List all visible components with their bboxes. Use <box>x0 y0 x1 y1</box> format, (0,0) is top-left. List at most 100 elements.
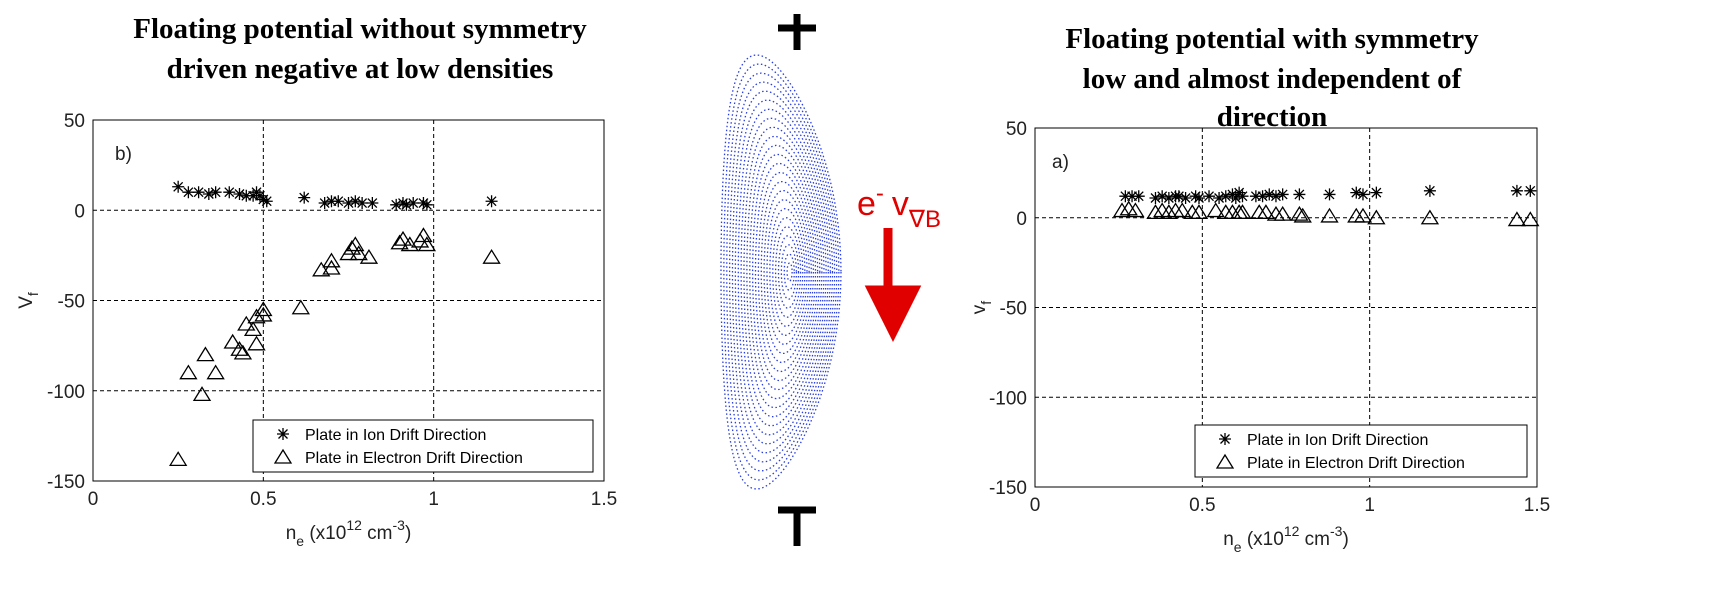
x-label-part: 12 <box>346 517 362 533</box>
asterisk-point <box>349 195 362 208</box>
flux-surface <box>749 144 821 400</box>
asterisk-point <box>209 186 222 199</box>
triangle-point <box>230 340 249 356</box>
legend-marker <box>1215 453 1235 469</box>
drift-label: e-v∇B <box>857 180 941 233</box>
asterisk-point <box>400 198 413 211</box>
asterisk-point <box>1229 192 1242 205</box>
asterisk-point <box>397 197 410 210</box>
asterisk-point <box>202 188 215 201</box>
asterisk-point <box>356 197 369 210</box>
annotation: a) <box>1052 152 1069 173</box>
triangle-point <box>237 315 256 331</box>
top-marker <box>778 14 816 50</box>
triangle-point <box>482 248 501 264</box>
triangle-point <box>1420 209 1440 225</box>
triangle-point <box>1320 207 1339 223</box>
y-tick-label: -100 <box>989 388 1027 409</box>
flux-surface <box>743 126 825 418</box>
y-label-part: V <box>16 296 37 309</box>
y-tick-label: -100 <box>47 382 85 403</box>
label-v: v <box>892 185 909 223</box>
asterisk-point <box>1126 190 1139 203</box>
y-tick-label: 50 <box>64 111 85 132</box>
x-label-part: -3 <box>393 517 406 533</box>
flux-surface <box>783 253 795 291</box>
triangle-point <box>359 248 379 264</box>
asterisk-point <box>420 198 433 211</box>
asterisk-point <box>1350 186 1363 199</box>
triangle-point <box>254 301 273 317</box>
asterisk-point <box>325 195 338 208</box>
triangle-point <box>346 236 365 252</box>
flux-surface <box>728 81 836 463</box>
triangle-point <box>1126 202 1145 218</box>
asterisk-point <box>1172 190 1185 203</box>
flux-surface <box>737 108 829 436</box>
asterisk-point <box>1203 190 1216 203</box>
triangle-point <box>1173 202 1192 218</box>
triangle-point <box>247 335 266 351</box>
asterisk-point <box>366 197 379 210</box>
legend: Plate in Ion Drift Direction Plate in Ele… <box>1194 424 1528 478</box>
label-e: e <box>857 185 876 223</box>
flux-surface <box>769 208 806 336</box>
asterisk-point <box>1219 190 1232 203</box>
x-label-part: e <box>296 533 304 549</box>
asterisk-point <box>1189 190 1202 203</box>
x-label-part: (x10 <box>1242 529 1284 550</box>
y-tick-label: -50 <box>1000 299 1027 320</box>
series <box>169 227 501 466</box>
drift-arrow <box>864 228 922 343</box>
triangle-point <box>414 227 433 243</box>
legend-label: Plate in Electron Drift Direction <box>1247 455 1465 472</box>
asterisk-point <box>1276 188 1289 201</box>
triangle-point <box>417 236 437 252</box>
asterisk-point <box>1132 190 1145 203</box>
triangle-point <box>342 239 362 255</box>
x-tick-label: 0 <box>88 489 99 510</box>
x-tick-label: 0.5 <box>250 489 276 510</box>
triangle-point <box>192 386 212 402</box>
asterisk-point <box>1370 186 1383 199</box>
y-tick-label: 0 <box>1016 209 1027 230</box>
y-tick-label: -150 <box>989 478 1027 499</box>
flux-surface <box>723 63 840 481</box>
label-minus: - <box>876 180 884 207</box>
flux-surfaces <box>720 54 842 490</box>
flux-surface <box>731 90 834 454</box>
triangle-point <box>312 261 331 277</box>
asterisk-point <box>260 195 273 208</box>
asterisk-point <box>407 197 420 210</box>
triangle-point <box>206 364 225 380</box>
flux-surface <box>766 199 808 345</box>
triangle-point <box>247 308 266 324</box>
x-label-part: ) <box>1342 529 1348 550</box>
triangle-point <box>1353 207 1373 223</box>
series <box>1112 200 1540 227</box>
triangle-point <box>349 245 368 261</box>
y-tick-label: 50 <box>1006 119 1027 140</box>
triangle-point <box>322 252 341 268</box>
asterisk-point <box>1256 190 1269 203</box>
triangle-point <box>233 344 253 360</box>
asterisk-point <box>1423 184 1436 197</box>
asterisk-point <box>192 186 205 199</box>
flux-surface <box>740 117 827 427</box>
label-gradb: ∇B <box>908 206 941 233</box>
legend-label: Plate in Electron Drift Direction <box>305 450 523 467</box>
triangle-point <box>1233 204 1252 220</box>
y-label-part: v <box>969 304 990 314</box>
chart-title: low and almost independent of <box>1083 63 1462 95</box>
x-label-part: -3 <box>1330 523 1343 539</box>
flux-surface <box>726 72 838 472</box>
asterisk-point <box>332 195 345 208</box>
asterisk-point <box>1269 190 1282 203</box>
bottom-marker <box>778 506 816 546</box>
x-tick-label: 1 <box>1364 495 1375 516</box>
x-label-part: n <box>1223 529 1234 550</box>
flux-surface <box>777 235 800 309</box>
asterisk-point <box>1263 188 1276 201</box>
asterisk-point <box>318 197 331 210</box>
asterisk-point <box>298 191 311 204</box>
